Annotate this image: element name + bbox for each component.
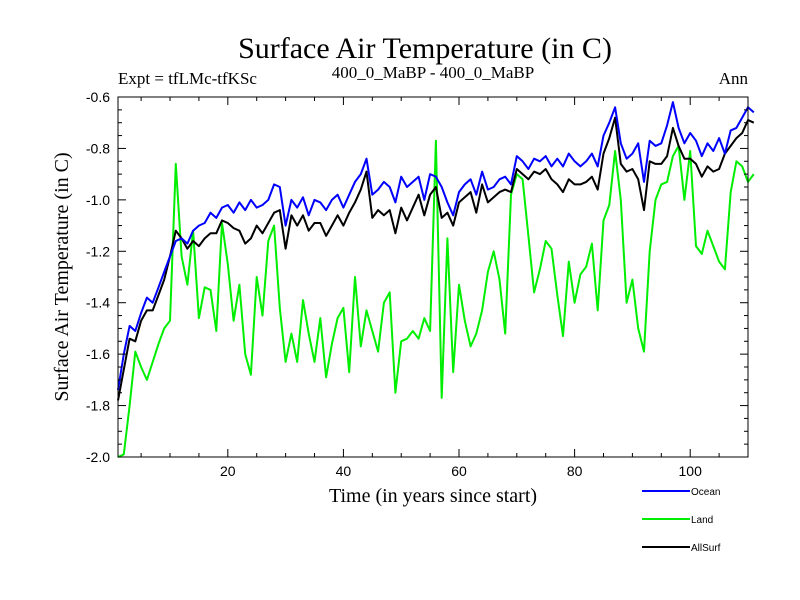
y-tick-label: -1.8 [86,398,110,414]
axis-ticks [118,96,749,458]
x-tick-label: 100 [679,463,703,479]
y-tick-label: -1.6 [86,346,110,362]
y-tick-label: -1.2 [86,243,110,259]
y-tick-label: -0.6 [86,89,110,105]
series-line-ocean [117,101,755,391]
y-axis-label: Surface Air Temperature (in C) [51,152,73,401]
y-tick-label: -1.4 [86,295,110,311]
x-tick-label: 40 [336,463,352,479]
y-tick-label: -1.0 [86,192,110,208]
experiment-label: Expt = tfLMc-tfKSc [118,69,257,88]
legend-label-ocean: Ocean [691,487,720,498]
series-line-land [117,139,755,458]
x-tick-labels: 20 40 60 80 100 [220,463,702,479]
x-tick-label: 80 [567,463,583,479]
plot-area [117,101,755,458]
chart-title: Surface Air Temperature (in C) [238,32,612,65]
x-axis-label: Time (in years since start) [329,485,537,507]
x-tick-label: 20 [220,463,236,479]
legend-label-land: Land [691,515,713,526]
y-tick-label: -2.0 [86,449,110,465]
x-tick-label: 60 [451,463,467,479]
season-label: Ann [719,69,749,88]
plot-frame [117,96,749,458]
period-label: 400_0_MaBP - 400_0_MaBP [332,63,534,82]
series-line-allsurf [117,116,755,401]
legend: Ocean Land AllSurf [642,487,721,554]
y-tick-labels: -2.0 -1.8 -1.6 -1.4 -1.2 -1.0 -0.8 -0.6 [86,89,110,465]
legend-label-allsurf: AllSurf [691,543,721,554]
y-tick-label: -0.8 [86,140,110,156]
